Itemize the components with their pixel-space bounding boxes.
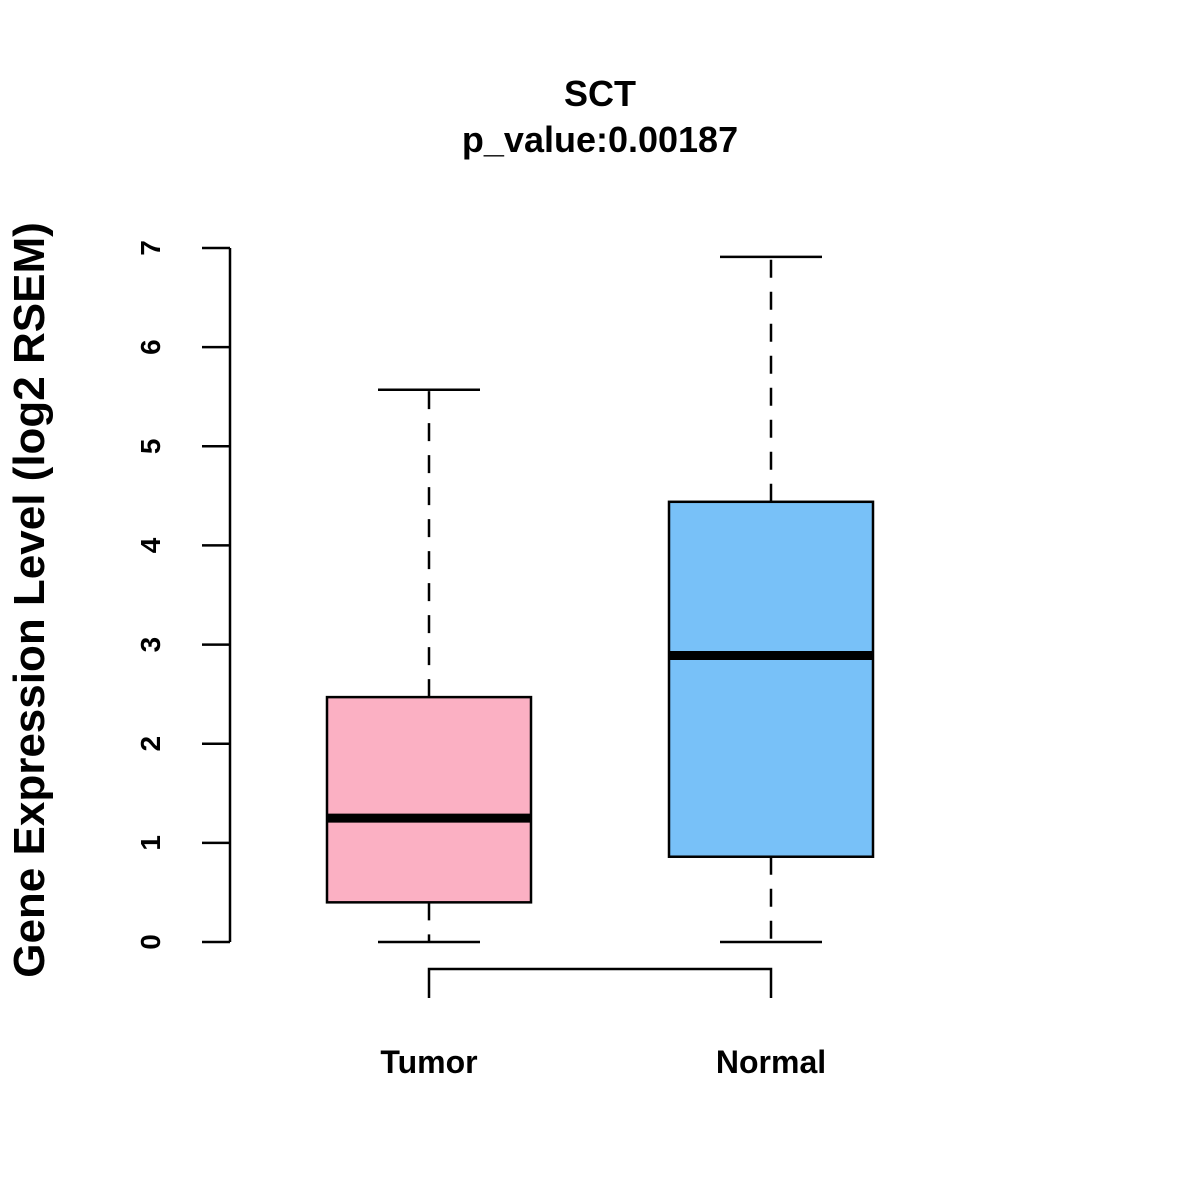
box-tumor (325, 388, 533, 944)
comparison-bracket (427, 967, 773, 998)
y-axis: 0 1 2 3 4 5 6 7 (135, 240, 232, 950)
box-normal (667, 255, 875, 944)
y-tick-label: 7 (135, 240, 166, 256)
y-tick-label: 5 (135, 438, 166, 454)
y-tick-label: 0 (135, 934, 166, 950)
bracket-line (427, 967, 773, 998)
boxes-group (325, 255, 875, 944)
x-label-tumor: Tumor (380, 1044, 477, 1080)
chart-subtitle: p_value:0.00187 (462, 119, 738, 160)
x-axis-labels: Tumor Normal (380, 1044, 826, 1080)
chart-title: SCT (564, 73, 636, 114)
y-axis-label: Gene Expression Level (log2 RSEM) (5, 222, 54, 978)
x-label-normal: Normal (716, 1044, 826, 1080)
y-tick-label: 6 (135, 339, 166, 355)
y-tick-label: 1 (135, 835, 166, 851)
y-tick-label: 2 (135, 736, 166, 752)
y-tick-label: 4 (135, 537, 166, 553)
y-tick-label: 3 (135, 637, 166, 653)
iqr-box (667, 500, 875, 858)
iqr-box (325, 695, 533, 904)
